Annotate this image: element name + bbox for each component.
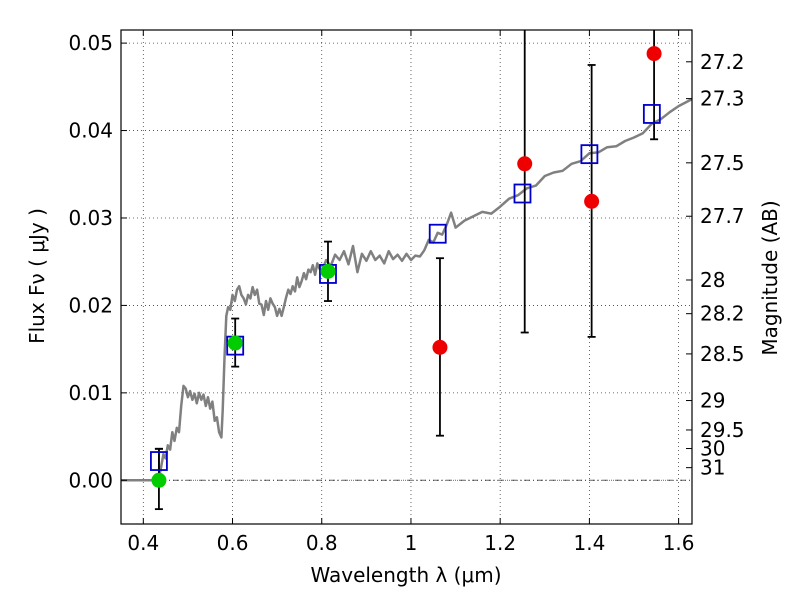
x-tick-label: 0.8 xyxy=(306,531,338,555)
model-sed-line xyxy=(121,97,693,482)
plot-frame xyxy=(120,29,693,525)
y-tick-label: 0.00 xyxy=(68,468,113,492)
magnitude-tick-label: 29.5 xyxy=(700,418,745,442)
model-photometry-square xyxy=(428,223,447,244)
axis-ticks: 0.4 0.6 0.8 1 1.2 1.4 1.6 0.00 0.01 0.02 0.03 0.04 0… xyxy=(68,30,745,555)
data-markers xyxy=(150,46,662,488)
error-bars xyxy=(154,30,659,511)
x-tick-label: 0.4 xyxy=(127,531,159,555)
magnitude-axis-label: Magnitude (AB) xyxy=(758,200,782,355)
magnitude-tick-label: 27.2 xyxy=(700,50,745,74)
x-tick-label: 1.4 xyxy=(573,531,605,555)
y-tick-label: 0.02 xyxy=(68,293,113,317)
grid-lines xyxy=(121,30,692,524)
x-tick-label: 1.6 xyxy=(663,531,695,555)
magnitude-tick-label: 28 xyxy=(700,268,725,292)
y-tick-label: 0.01 xyxy=(68,381,113,405)
x-axis-label: Wavelength λ (μm) xyxy=(310,563,501,587)
magnitude-tick-label: 28.5 xyxy=(700,342,745,366)
x-tick-label: 1.2 xyxy=(484,531,516,555)
magnitude-tick-label: 31 xyxy=(700,456,725,480)
model-photometry-square xyxy=(150,451,168,471)
y-tick-label: 0.04 xyxy=(68,119,113,143)
magnitude-tick-label: 29 xyxy=(700,389,725,413)
y-axis-label: Flux Fν ( μJy ) xyxy=(25,208,49,344)
model-photometry-square xyxy=(513,183,532,204)
x-tick-label: 0.6 xyxy=(217,531,249,555)
x-tick-label: 1 xyxy=(405,531,418,555)
magnitude-tick-label: 27.5 xyxy=(700,151,745,175)
model-photometry-square xyxy=(642,104,661,124)
observed-flux-point xyxy=(151,472,167,488)
model-photometry-square xyxy=(580,144,599,165)
magnitude-tick-label: 28.2 xyxy=(700,302,745,326)
y-tick-label: 0.05 xyxy=(68,31,113,55)
observed-flux-point xyxy=(646,46,662,62)
magnitude-tick-label: 30 xyxy=(700,437,725,461)
magnitude-tick-label: 27.3 xyxy=(700,87,745,111)
observed-flux-point xyxy=(320,263,336,279)
observed-flux-point xyxy=(517,156,533,172)
observed-flux-point xyxy=(584,193,600,209)
observed-flux-point xyxy=(227,335,243,351)
magnitude-tick-label: 27.7 xyxy=(700,204,745,228)
y-tick-label: 0.03 xyxy=(68,206,113,230)
observed-flux-point xyxy=(432,339,448,355)
